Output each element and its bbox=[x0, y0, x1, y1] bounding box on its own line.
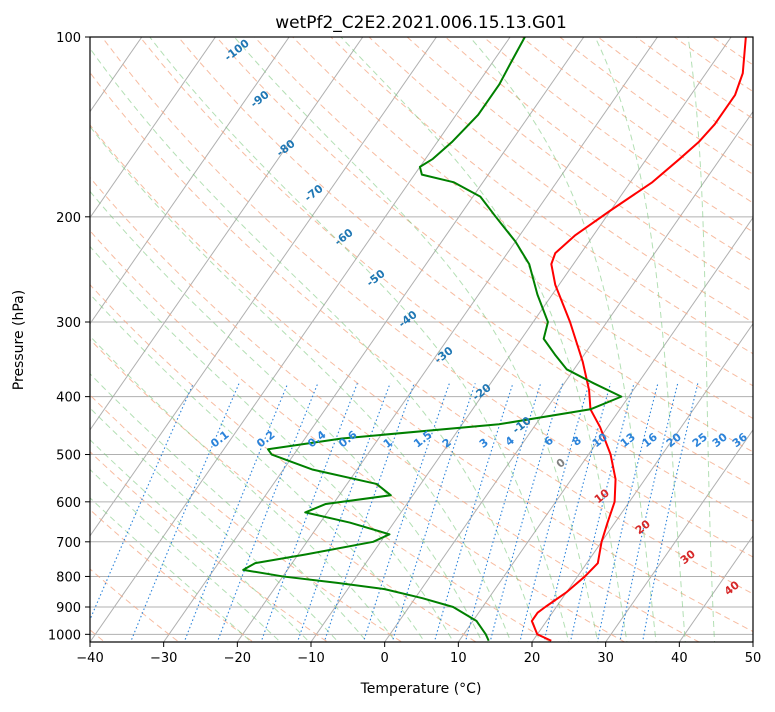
dry-adiabat bbox=[406, 37, 753, 293]
mixing-ratio-line bbox=[296, 383, 391, 642]
mixing-ratio-line bbox=[323, 383, 415, 642]
isotherm-line bbox=[457, 216, 753, 642]
temperature-line bbox=[530, 37, 747, 642]
moist-adiabat bbox=[233, 37, 599, 642]
dry-adiabat bbox=[139, 37, 753, 522]
isotherm-line bbox=[531, 322, 753, 642]
moist-adiabat bbox=[90, 190, 483, 642]
x-tick-label: 20 bbox=[524, 651, 541, 666]
y-tick-label: 900 bbox=[56, 601, 81, 616]
y-tick-label: 700 bbox=[56, 536, 81, 551]
dry-adiabat bbox=[292, 37, 753, 387]
moist-adiabat bbox=[90, 439, 311, 642]
mixing-ratio-line bbox=[464, 383, 542, 642]
mixing-ratio-line bbox=[90, 383, 194, 622]
dry-adiabat bbox=[254, 37, 753, 420]
moist-adiabat bbox=[90, 245, 454, 642]
isotherm-line bbox=[678, 535, 753, 642]
moist-adiabat bbox=[90, 373, 368, 642]
isotherm-line bbox=[90, 37, 511, 642]
moist-adiabat bbox=[469, 37, 657, 642]
sounding-series bbox=[242, 37, 747, 642]
moist-adiabat bbox=[90, 335, 397, 642]
dry-adiabat bbox=[177, 37, 753, 487]
y-tick-label: 500 bbox=[56, 449, 81, 464]
moist-adiabat bbox=[90, 497, 252, 642]
chart-title: wetPf2_C2E2.2021.006.15.13.G01 bbox=[275, 13, 567, 33]
mixing-ratio-line bbox=[362, 383, 450, 642]
dry-adiabat bbox=[216, 37, 753, 453]
moist-adiabat bbox=[149, 37, 570, 642]
dry-adiabat bbox=[90, 394, 403, 642]
mixing-ratio-line bbox=[433, 383, 514, 642]
moist-adiabat bbox=[90, 293, 426, 642]
isotherm-line bbox=[605, 428, 753, 642]
moist-adiabat bbox=[90, 47, 541, 642]
moist-adiabat bbox=[340, 37, 628, 642]
x-tick-label: 40 bbox=[671, 651, 688, 666]
y-tick-label: 800 bbox=[56, 570, 81, 585]
x-tick-label: −10 bbox=[297, 651, 324, 666]
moist-adiabat-lines bbox=[90, 37, 716, 642]
dry-adiabat bbox=[90, 124, 753, 633]
dry-adiabat bbox=[90, 284, 552, 642]
moist-adiabat bbox=[90, 125, 512, 642]
isotherm-line bbox=[310, 37, 732, 642]
dry-adiabat bbox=[90, 338, 477, 642]
y-tick-label: 300 bbox=[56, 316, 81, 331]
moist-adiabat bbox=[90, 468, 282, 642]
y-tick-label: 200 bbox=[56, 211, 81, 226]
isotherm-line bbox=[384, 110, 753, 642]
mixing-ratio-line bbox=[489, 383, 564, 642]
plot-frame bbox=[89, 36, 754, 643]
dewpoint-line bbox=[242, 37, 623, 642]
y-tick-label: 100 bbox=[56, 31, 81, 46]
dry-adiabat bbox=[90, 71, 753, 595]
isotherm-line bbox=[90, 37, 438, 537]
mixing-ratio-line bbox=[130, 383, 240, 642]
mixing-ratio-line bbox=[391, 383, 476, 642]
dry-adiabat bbox=[101, 37, 753, 558]
x-tick-label: −30 bbox=[150, 651, 177, 666]
dry-adiabat bbox=[90, 176, 700, 642]
isotherm-line bbox=[90, 37, 364, 431]
y-tick-label: 400 bbox=[56, 391, 81, 406]
x-axis-label: Temperature (°C) bbox=[360, 681, 482, 697]
skewed-isotherm-lines bbox=[90, 37, 753, 642]
y-axis: 100 200 300 400 500 600 700 800 900 1000 bbox=[48, 31, 90, 643]
dry-adiabat-lines bbox=[90, 37, 753, 642]
isobar-grid bbox=[90, 37, 753, 635]
moist-adiabat bbox=[594, 37, 686, 642]
dry-adiabat bbox=[90, 509, 255, 642]
moist-adiabat bbox=[687, 37, 716, 642]
x-axis: −40 −30 −20 −10 0 10 20 30 40 50 bbox=[76, 642, 761, 666]
isotherm-line bbox=[90, 37, 217, 219]
x-tick-label: 0 bbox=[381, 651, 389, 666]
isotherm-line bbox=[236, 37, 659, 642]
isotherm-line bbox=[163, 37, 585, 642]
y-tick-label: 600 bbox=[56, 496, 81, 511]
y-axis-label: Pressure (hPa) bbox=[11, 290, 27, 390]
mixing-ratio-line bbox=[642, 383, 699, 642]
x-tick-label: 10 bbox=[450, 651, 467, 666]
x-tick-label: −40 bbox=[76, 651, 103, 666]
x-tick-label: 30 bbox=[597, 651, 614, 666]
x-tick-label: −20 bbox=[224, 651, 251, 666]
y-tick-label: 1000 bbox=[48, 628, 81, 643]
mixing-ratio-lines bbox=[90, 383, 699, 642]
mixing-ratio-line bbox=[619, 383, 679, 642]
isotherm-line bbox=[90, 37, 290, 325]
x-tick-label: 50 bbox=[745, 651, 762, 666]
